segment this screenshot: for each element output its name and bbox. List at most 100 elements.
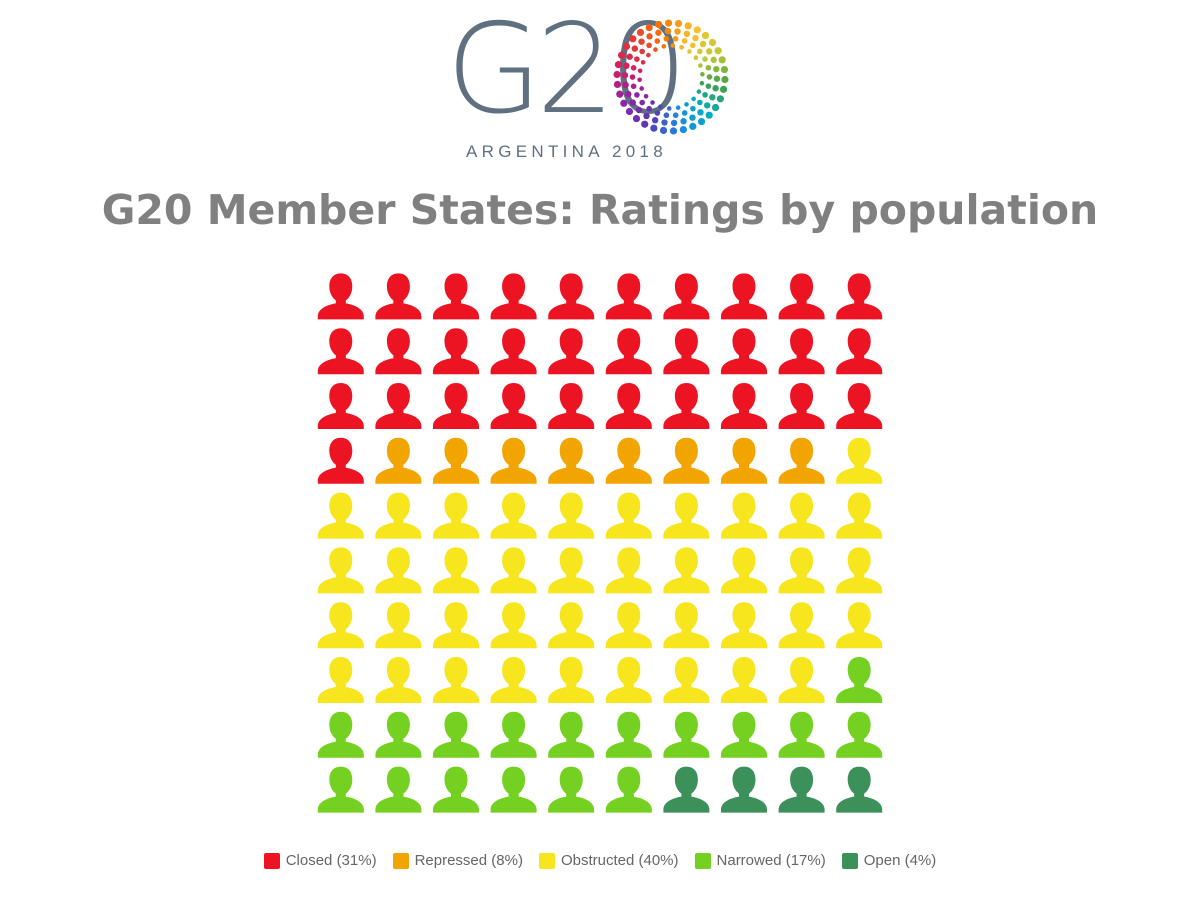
person-icon-closed: [375, 328, 422, 375]
logo-dot: [661, 44, 667, 49]
person-icon-obstructed: [375, 657, 422, 703]
logo-dot: [710, 56, 717, 64]
legend-item-repressed[interactable]: Repressed (8%): [392, 852, 523, 869]
person-icon-obstructed: [663, 602, 710, 649]
person-icon-closed: [663, 273, 710, 320]
legend-item-open[interactable]: Open (4%): [841, 852, 936, 869]
logo-dot: [650, 100, 655, 105]
logo-dot: [693, 55, 699, 61]
person-icon-narrowed: [836, 657, 883, 703]
logo-dot: [713, 75, 721, 82]
person-icon-obstructed: [548, 602, 595, 649]
person-icon-closed: [490, 328, 537, 375]
person-icon-obstructed: [548, 492, 595, 539]
logo-dot: [625, 107, 634, 116]
logo-dot: [674, 28, 681, 35]
logo-dot: [663, 112, 670, 119]
logo-dot: [697, 109, 704, 116]
person-icon-obstructed: [317, 602, 364, 649]
logo-dot: [705, 83, 712, 89]
person-icon-narrowed: [605, 766, 652, 813]
legend-label-narrowed: Narrowed (17%): [716, 852, 826, 869]
logo-dot: [705, 111, 713, 119]
person-icon-narrowed: [721, 711, 767, 758]
person-icon-closed: [317, 437, 364, 484]
person-icon-closed: [375, 383, 422, 429]
person-icon-obstructed: [663, 547, 710, 594]
logo-dot: [672, 112, 679, 119]
person-icon-open: [721, 766, 767, 813]
person-icon-closed: [433, 273, 479, 320]
person-icon-closed: [836, 273, 883, 320]
person-icon-closed: [663, 328, 710, 375]
logo-dot: [626, 53, 633, 60]
logo-dot: [646, 33, 653, 40]
legend-item-closed[interactable]: Closed (31%): [263, 852, 377, 869]
person-icon-obstructed: [778, 492, 825, 539]
person-icon-repressed: [721, 437, 767, 484]
logo-dot: [618, 51, 626, 59]
logo-dot: [632, 114, 641, 123]
legend-swatch-obstructed: [538, 852, 555, 869]
person-icon-closed: [721, 383, 767, 429]
person-icon-repressed: [778, 437, 825, 484]
person-icon-closed: [778, 273, 825, 320]
logo-dot: [716, 95, 724, 103]
logo-dot: [683, 30, 691, 38]
logo-dot: [655, 29, 662, 36]
logo-dot: [672, 35, 679, 42]
person-icon-closed: [375, 273, 422, 320]
person-icon-closed: [548, 273, 595, 320]
person-icon-narrowed: [548, 711, 595, 758]
logo-dot: [621, 72, 629, 79]
person-icon-obstructed: [375, 492, 422, 539]
legend-item-obstructed[interactable]: Obstructed (40%): [538, 852, 679, 869]
logo-dot: [630, 65, 637, 71]
person-icon-obstructed: [433, 602, 479, 649]
person-icon-obstructed: [721, 602, 767, 649]
logo-dot: [689, 122, 697, 130]
logo-dot: [638, 38, 645, 45]
logo-dot: [702, 92, 708, 98]
person-icon-obstructed: [375, 602, 422, 649]
logo-dot: [639, 86, 644, 91]
person-icon-open: [836, 766, 883, 813]
g20-sunburst-dots-icon: [613, 19, 729, 135]
logo-dot: [637, 77, 642, 83]
person-icon-narrowed: [317, 711, 364, 758]
logo-dot: [616, 90, 624, 98]
logo-dot: [622, 81, 629, 89]
logo-dot: [636, 28, 645, 37]
person-icon-closed: [721, 328, 767, 375]
logo-dot: [680, 118, 687, 125]
person-icon-closed: [778, 328, 825, 375]
logo-dot: [702, 56, 708, 62]
person-icon-narrowed: [548, 766, 595, 813]
logo-dot: [634, 92, 640, 98]
person-icon-narrowed: [490, 711, 537, 758]
logo-dot: [637, 68, 643, 74]
person-icon-obstructed: [605, 492, 652, 539]
logo-dot: [720, 65, 729, 74]
logo-dot: [646, 105, 652, 112]
logo-dot: [623, 62, 630, 69]
legend-swatch-closed: [263, 852, 280, 869]
person-icon-open: [663, 766, 710, 813]
logo-dot: [700, 71, 705, 77]
logo-dot: [696, 89, 702, 94]
logo-dot: [622, 42, 631, 51]
person-icon-obstructed: [836, 547, 883, 594]
person-icon-repressed: [605, 437, 652, 484]
logo-dot: [692, 34, 699, 42]
person-icon-narrowed: [836, 711, 883, 758]
logo-dot: [661, 119, 668, 126]
logo-dot: [674, 19, 683, 28]
person-icon-obstructed: [548, 547, 595, 594]
person-icon-closed: [836, 328, 883, 375]
logo-dot: [684, 22, 692, 30]
logo-dot: [625, 90, 632, 98]
legend-item-narrowed[interactable]: Narrowed (17%): [694, 852, 826, 869]
logo-dot: [634, 56, 640, 62]
logo-dot: [718, 56, 726, 64]
person-icon-obstructed: [605, 657, 652, 703]
